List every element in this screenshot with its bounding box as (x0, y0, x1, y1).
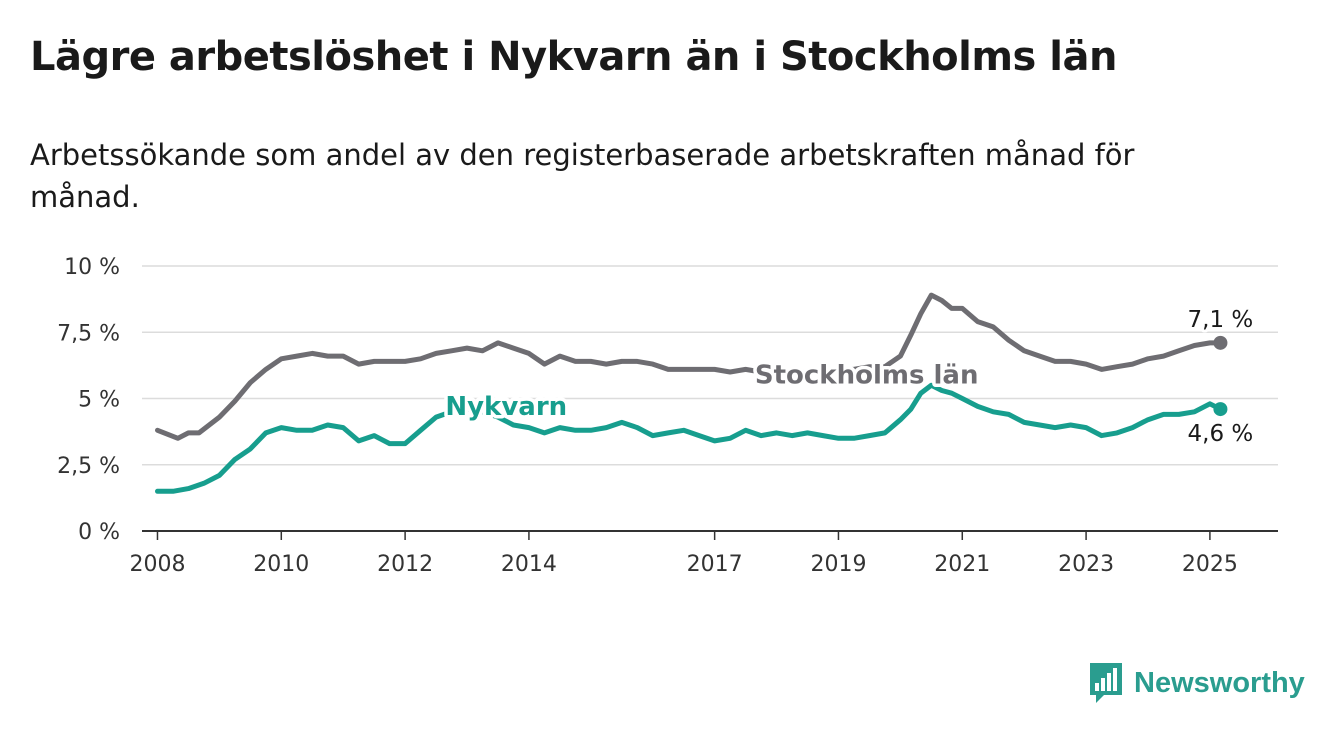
series-end-point (1213, 335, 1228, 350)
y-tick-label: 7,5 % (57, 321, 120, 346)
gridlines (142, 265, 1278, 532)
y-axis: 0 % 2,5 % 5 % 7,5 % 10 % (57, 255, 120, 545)
chart-title: Lägre arbetslöshet i Nykvarn än i Stockh… (30, 34, 1117, 80)
line-chart: 0 % 2,5 % 5 % 7,5 % 10 % 2008 2010 2012 2014 201… (57, 255, 1278, 577)
y-tick-label: 10 % (64, 255, 120, 280)
y-tick-label: 2,5 % (57, 454, 120, 479)
series-line-nykvarn (155, 382, 1223, 494)
x-tick-label: 2019 (810, 552, 866, 577)
x-tick-label: 2012 (377, 552, 433, 577)
x-tick-label: 2017 (687, 552, 743, 577)
x-tick-label: 2008 (129, 552, 185, 577)
newsworthy-logo-icon (1090, 663, 1122, 703)
brand-logo: Newsworthy (1088, 660, 1305, 706)
y-tick-label: 5 % (78, 388, 120, 413)
series-label-stockholms-lan: Stockholms län (755, 360, 979, 390)
series-lines (155, 292, 1228, 494)
chart-subtitle: Arbetssökande som andel av den registerb… (30, 138, 1135, 214)
series-end-point (1213, 402, 1228, 417)
x-tick-label: 2023 (1058, 552, 1114, 577)
brand-name: Newsworthy (1134, 666, 1305, 699)
x-tick-label: 2021 (934, 552, 990, 577)
series-line-stockholms-lan (155, 292, 1223, 441)
series-label-nykvarn: Nykvarn (445, 392, 567, 422)
series-labels: 7,1 % 4,6 % Stockholms län Nykvarn (442, 304, 1256, 450)
series-end-value-label: 7,1 % (1188, 307, 1254, 333)
x-tick-label: 2025 (1182, 552, 1238, 577)
y-tick-label: 0 % (78, 520, 120, 545)
series-end-value-label: 4,6 % (1188, 421, 1254, 447)
x-tick-label: 2010 (253, 552, 309, 577)
x-axis: 2008 2010 2012 2014 2017 2019 2021 2023 2025 (129, 531, 1238, 577)
x-tick-label: 2014 (501, 552, 557, 577)
